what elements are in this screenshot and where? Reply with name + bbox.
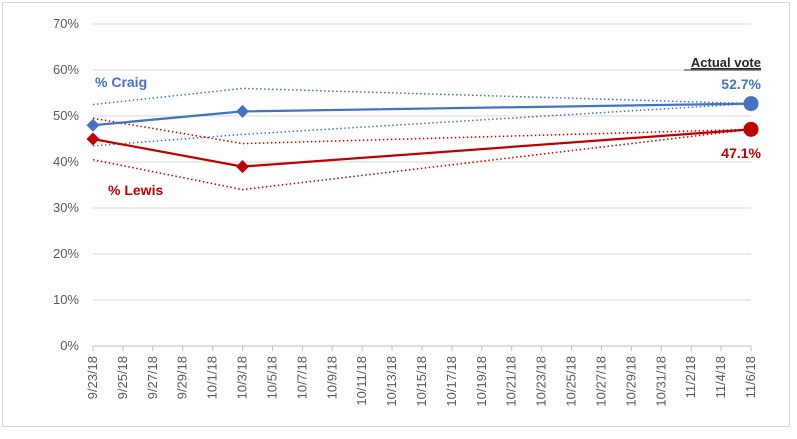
x-tick-label: 10/21/18 bbox=[504, 356, 519, 407]
x-tick-label: 11/2/18 bbox=[683, 356, 698, 398]
craig-actual-marker bbox=[743, 96, 759, 112]
y-tick-label: 40% bbox=[53, 154, 79, 169]
lewis-poll-marker bbox=[236, 160, 250, 174]
x-tick-label: 10/1/18 bbox=[205, 356, 220, 399]
craig-poll-marker bbox=[86, 118, 100, 132]
y-tick-label: 10% bbox=[53, 292, 79, 307]
lewis-poll-marker bbox=[86, 132, 100, 146]
lewis-actual-marker bbox=[743, 121, 759, 137]
craig-actual-label: 52.7% bbox=[721, 76, 761, 92]
craig-poll-marker bbox=[236, 104, 250, 118]
series-markers bbox=[86, 96, 759, 174]
y-tick-label: 30% bbox=[53, 200, 79, 215]
x-tick-label: 11/4/18 bbox=[713, 356, 728, 398]
x-tick-label: 9/25/18 bbox=[115, 356, 130, 399]
x-axis-ticks: 9/23/18 9/25/18 9/27/18 9/29/18 10/1/18 10/3/… bbox=[85, 346, 758, 407]
x-tick-label: 10/11/18 bbox=[354, 356, 369, 406]
series-label-craig: % Craig bbox=[95, 74, 147, 90]
lewis-upper-band bbox=[92, 117, 752, 145]
x-tick-label: 9/27/18 bbox=[145, 356, 160, 399]
x-tick-label: 10/25/18 bbox=[564, 356, 579, 407]
y-tick-label: 50% bbox=[53, 108, 79, 123]
gridlines bbox=[93, 23, 751, 347]
x-tick-label: 10/9/18 bbox=[324, 356, 339, 399]
lewis-actual-label: 47.1% bbox=[721, 145, 761, 161]
x-tick-label: 10/31/18 bbox=[653, 356, 668, 407]
craig-upper-band bbox=[92, 87, 752, 106]
x-tick-label: 11/6/18 bbox=[743, 356, 758, 398]
y-tick-label: 70% bbox=[53, 16, 79, 31]
y-axis-ticks: 0% 10% 20% 30% 40% 50% 60% 70% bbox=[53, 16, 79, 353]
x-tick-label: 9/23/18 bbox=[85, 356, 100, 399]
x-tick-label: 10/3/18 bbox=[235, 356, 250, 399]
chart-frame: 0% 10% 20% 30% 40% 50% 60% 70% 9/23/18 9/25/18 9/… bbox=[2, 2, 790, 427]
confidence-bands bbox=[92, 87, 752, 191]
x-tick-label: 10/15/18 bbox=[414, 356, 429, 407]
actual-vote-title: Actual vote bbox=[691, 55, 761, 70]
craig-lower-band bbox=[92, 102, 752, 147]
x-tick-label: 10/13/18 bbox=[384, 356, 399, 407]
x-tick-label: 10/5/18 bbox=[264, 356, 279, 399]
x-tick-label: 10/29/18 bbox=[623, 356, 638, 407]
y-tick-label: 0% bbox=[60, 338, 79, 353]
y-tick-label: 20% bbox=[53, 246, 79, 261]
x-tick-label: 9/29/18 bbox=[175, 356, 190, 399]
line-chart: 0%10%20%30%40%50%60%70% 9/23/18 9/25/18 9/… bbox=[53, 16, 762, 407]
x-tick-label: 10/27/18 bbox=[593, 356, 608, 407]
series-label-lewis: % Lewis bbox=[108, 182, 163, 198]
x-tick-label: 10/19/18 bbox=[474, 356, 489, 407]
lewis-lower-band bbox=[92, 128, 752, 191]
craig-line bbox=[92, 102, 752, 127]
y-tick-label: 60% bbox=[53, 62, 79, 77]
x-tick-label: 10/7/18 bbox=[294, 356, 309, 399]
x-tick-label: 10/23/18 bbox=[534, 356, 549, 407]
x-tick-label: 10/17/18 bbox=[444, 356, 459, 407]
